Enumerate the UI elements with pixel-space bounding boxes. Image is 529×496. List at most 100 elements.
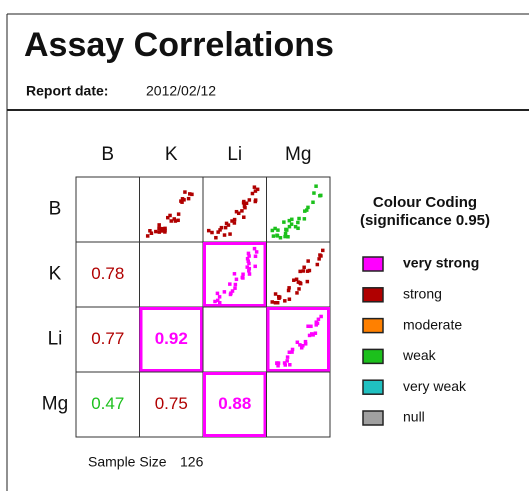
- scatter-dot: [233, 282, 238, 287]
- scatter-dot: [176, 218, 180, 223]
- scatter-dot: [282, 361, 287, 365]
- scatter-dot: [154, 229, 158, 234]
- cell-highlight: [203, 372, 267, 437]
- scatter-dot: [236, 211, 241, 216]
- scatter-dot: [319, 254, 323, 258]
- cell: [139, 241, 204, 308]
- column-label: B: [101, 144, 114, 165]
- scatter-dot: [278, 236, 283, 240]
- scatter-dot: [219, 225, 224, 230]
- scatter-dot: [303, 339, 308, 344]
- scatter-dot: [244, 201, 249, 206]
- cell-highlight: [203, 242, 267, 307]
- column-label: K: [165, 144, 178, 165]
- scatter-dot: [172, 217, 177, 221]
- scatter-dot: [247, 198, 252, 202]
- scatter-dot: [247, 272, 252, 276]
- scatter-dot: [293, 224, 298, 229]
- correlation-value: 0.92: [155, 329, 188, 348]
- scatter-dot: [287, 297, 292, 301]
- scatter-dot: [298, 269, 302, 274]
- scatter-dot: [314, 323, 318, 327]
- scatter-dot: [241, 201, 246, 205]
- correlation-value: 0.88: [218, 394, 251, 413]
- scatter-dot: [314, 184, 318, 188]
- scatter-dot: [315, 262, 320, 267]
- cell: [75, 176, 140, 243]
- scatter-dot: [296, 220, 300, 225]
- date: 2012/02/12: [146, 83, 216, 99]
- legend-label: weak: [402, 347, 437, 363]
- correlation-value: 0.75: [155, 394, 188, 413]
- scatter-dot: [290, 347, 295, 352]
- legend-label: moderate: [403, 316, 462, 332]
- scatter-dot: [301, 269, 306, 273]
- scatter-dot: [316, 317, 321, 322]
- scatter-dot: [292, 278, 296, 282]
- scatter-dot: [223, 225, 228, 230]
- scatter-dot: [283, 363, 288, 367]
- row-label: B: [49, 199, 62, 220]
- scatter-dot: [273, 226, 277, 231]
- scatter-dot: [228, 232, 232, 236]
- scatter-dot: [303, 342, 308, 346]
- scatter-dot: [224, 221, 229, 226]
- cell: [266, 371, 331, 438]
- scatter-dot: [299, 346, 304, 350]
- date-label: Report date:: [26, 83, 108, 99]
- legend-label: strong: [403, 286, 442, 302]
- scatter-dot: [226, 223, 231, 227]
- scatter-dot: [295, 291, 299, 295]
- scatter-dot: [168, 213, 172, 218]
- scatter-dot: [318, 193, 322, 198]
- scatter-dot: [294, 277, 299, 282]
- scatter-dot: [176, 212, 181, 216]
- scatter-dot: [245, 256, 250, 261]
- scatter-dot: [161, 226, 165, 231]
- scatter-dot: [287, 224, 292, 229]
- cell-highlight: [139, 307, 203, 372]
- scatter-dot: [247, 254, 251, 258]
- scatter-dot: [157, 223, 161, 227]
- scatter-dot: [298, 343, 302, 347]
- legend-swatch: [362, 379, 384, 395]
- scatter-dot: [289, 222, 294, 226]
- scatter-dot: [287, 286, 291, 290]
- scatter-dot: [214, 235, 218, 240]
- scatter-dot: [285, 359, 289, 363]
- scatter-dot: [255, 187, 260, 192]
- scatter-dot: [247, 261, 251, 266]
- legend-label: null: [403, 409, 425, 425]
- scatter-dot: [273, 301, 278, 305]
- scatter-dot: [232, 217, 237, 222]
- scatter-dot: [301, 343, 305, 348]
- scatter-dot: [285, 355, 290, 359]
- scatter-dot: [302, 217, 307, 221]
- scatter-dot: [233, 286, 237, 290]
- scatter-dot: [306, 205, 310, 210]
- scatter-dot: [273, 292, 278, 296]
- scatter-dot: [179, 199, 183, 203]
- scatter-dot: [234, 277, 239, 282]
- scatter-dot: [297, 216, 301, 221]
- sample-size: 126: [180, 454, 204, 470]
- cell: [266, 176, 331, 243]
- correlation-value: 0.77: [91, 329, 124, 348]
- scatter-dot: [253, 264, 257, 269]
- scatter-dot: [277, 295, 282, 299]
- scatter-dot: [288, 362, 292, 367]
- scatter-dot: [149, 231, 154, 235]
- scatter-dot: [282, 220, 286, 224]
- scatter-dot: [228, 282, 232, 286]
- scatter-dot: [230, 289, 235, 293]
- scatter-dot: [228, 292, 233, 297]
- scatter-dot: [247, 266, 252, 271]
- legend-label: very weak: [403, 378, 467, 394]
- scatter-dot: [217, 295, 222, 299]
- scatter-dot: [217, 301, 222, 305]
- scatter-dot: [307, 268, 312, 273]
- scatter-dot: [247, 269, 251, 273]
- scatter-dot: [306, 324, 310, 328]
- scatter-dot: [254, 250, 259, 254]
